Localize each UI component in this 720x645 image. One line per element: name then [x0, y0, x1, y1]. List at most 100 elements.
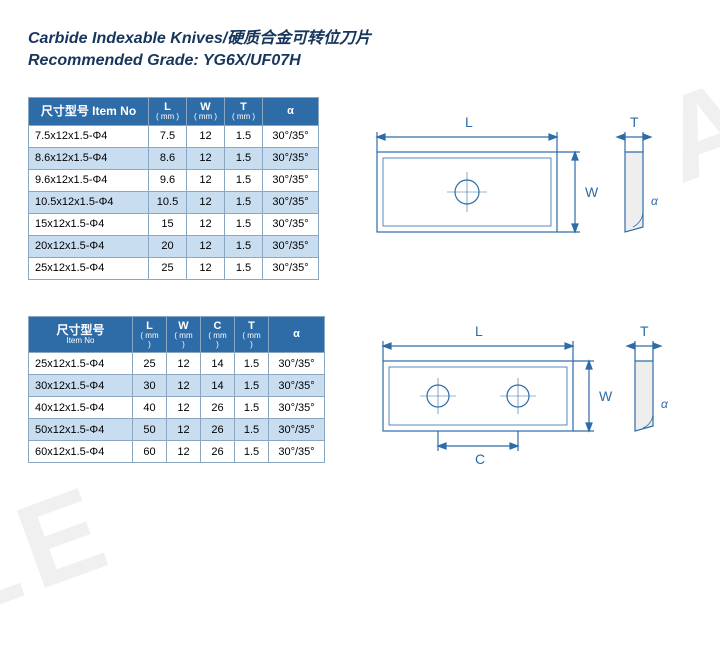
svg-text:W: W — [599, 388, 613, 404]
col-header: T( mm ) — [225, 97, 263, 125]
svg-text:L: L — [475, 323, 483, 339]
cell: 30x12x1.5-Φ4 — [29, 375, 133, 397]
svg-text:W: W — [585, 184, 599, 200]
cell: 50x12x1.5-Φ4 — [29, 419, 133, 441]
table-row: 25x12x1.5-Φ42512141.530°/35° — [29, 353, 325, 375]
cell: 1.5 — [225, 257, 263, 279]
cell: 9.6 — [149, 169, 187, 191]
cell: 26 — [201, 397, 235, 419]
cell: 30°/35° — [263, 191, 319, 213]
cell: 1.5 — [235, 441, 269, 463]
table-row: 15x12x1.5-Φ415121.530°/35° — [29, 213, 319, 235]
cell: 40 — [133, 397, 167, 419]
cell: 25 — [149, 257, 187, 279]
col-header: 尺寸型号 Item No — [29, 97, 149, 125]
title-line1: Carbide Indexable Knives/硬质合金可转位刀片 — [28, 28, 700, 50]
table-row: 25x12x1.5-Φ425121.530°/35° — [29, 257, 319, 279]
svg-text:C: C — [475, 451, 485, 467]
cell: 12 — [187, 169, 225, 191]
cell: 30°/35° — [269, 397, 325, 419]
cell: 1.5 — [235, 353, 269, 375]
table-row: 40x12x1.5-Φ44012261.530°/35° — [29, 397, 325, 419]
cell: 20x12x1.5-Φ4 — [29, 235, 149, 257]
cell: 15 — [149, 213, 187, 235]
cell: 12 — [167, 441, 201, 463]
table-row: 30x12x1.5-Φ43012141.530°/35° — [29, 375, 325, 397]
svg-text:α: α — [651, 194, 659, 208]
cell: 30°/35° — [269, 353, 325, 375]
cell: 12 — [167, 397, 201, 419]
table-row: 9.6x12x1.5-Φ49.6121.530°/35° — [29, 169, 319, 191]
cell: 1.5 — [235, 397, 269, 419]
cell: 12 — [187, 147, 225, 169]
cell: 1.5 — [225, 213, 263, 235]
cell: 12 — [187, 257, 225, 279]
col-header: α — [269, 316, 325, 353]
cell: 30°/35° — [263, 169, 319, 191]
cell: 12 — [167, 375, 201, 397]
cell: 12 — [167, 353, 201, 375]
cell: 9.6x12x1.5-Φ4 — [29, 169, 149, 191]
cell: 8.6 — [149, 147, 187, 169]
cell: 1.5 — [225, 147, 263, 169]
svg-text:T: T — [640, 323, 649, 339]
col-header: α — [263, 97, 319, 125]
table-row: 10.5x12x1.5-Φ410.5121.530°/35° — [29, 191, 319, 213]
cell: 12 — [187, 191, 225, 213]
cell: 30°/35° — [269, 375, 325, 397]
spec-table-1: 尺寸型号 Item NoL( mm )W( mm )T( mm )α 7.5x12… — [28, 97, 319, 280]
cell: 40x12x1.5-Φ4 — [29, 397, 133, 419]
cell: 14 — [201, 353, 235, 375]
cell: 20 — [149, 235, 187, 257]
cell: 1.5 — [235, 419, 269, 441]
svg-text:α: α — [661, 397, 669, 411]
cell: 12 — [187, 213, 225, 235]
cell: 8.6x12x1.5-Φ4 — [29, 147, 149, 169]
cell: 30°/35° — [263, 147, 319, 169]
cell: 60x12x1.5-Φ4 — [29, 441, 133, 463]
table-row: 8.6x12x1.5-Φ48.6121.530°/35° — [29, 147, 319, 169]
cell: 12 — [187, 125, 225, 147]
cell: 7.5x12x1.5-Φ4 — [29, 125, 149, 147]
table-row: 20x12x1.5-Φ420121.530°/35° — [29, 235, 319, 257]
page-title: Carbide Indexable Knives/硬质合金可转位刀片 Recom… — [28, 28, 700, 73]
section-2: 尺寸型号Item NoL( mm )W( mm )C( mm )T( mm )α… — [28, 316, 700, 476]
col-header: W( mm ) — [187, 97, 225, 125]
cell: 26 — [201, 441, 235, 463]
cell: 1.5 — [225, 125, 263, 147]
cell: 1.5 — [225, 235, 263, 257]
table-row: 50x12x1.5-Φ45012261.530°/35° — [29, 419, 325, 441]
cell: 26 — [201, 419, 235, 441]
cell: 14 — [201, 375, 235, 397]
cell: 30°/35° — [269, 419, 325, 441]
cell: 30°/35° — [263, 235, 319, 257]
diagram-2: L W C T α — [353, 316, 700, 476]
spec-table-2: 尺寸型号Item NoL( mm )W( mm )C( mm )T( mm )α… — [28, 316, 325, 464]
section-1: 尺寸型号 Item NoL( mm )W( mm )T( mm )α7.5x12… — [28, 97, 700, 280]
cell: 1.5 — [235, 375, 269, 397]
cell: 10.5 — [149, 191, 187, 213]
cell: 25 — [133, 353, 167, 375]
col-header: C( mm ) — [201, 316, 235, 353]
cell: 10.5x12x1.5-Φ4 — [29, 191, 149, 213]
diagram-1: L W T α — [347, 97, 700, 267]
cell: 30°/35° — [269, 441, 325, 463]
col-header: L( mm ) — [133, 316, 167, 353]
cell: 30°/35° — [263, 213, 319, 235]
cell: 1.5 — [225, 191, 263, 213]
cell: 25x12x1.5-Φ4 — [29, 257, 149, 279]
cell: 12 — [167, 419, 201, 441]
cell: 1.5 — [225, 169, 263, 191]
col-header: L( mm ) — [149, 97, 187, 125]
cell: 50 — [133, 419, 167, 441]
cell: 25x12x1.5-Φ4 — [29, 353, 133, 375]
title-line2: Recommended Grade: YG6X/UF07H — [28, 50, 700, 72]
cell: 15x12x1.5-Φ4 — [29, 213, 149, 235]
col-header: T( mm ) — [235, 316, 269, 353]
svg-text:L: L — [465, 114, 473, 130]
cell: 7.5 — [149, 125, 187, 147]
cell: 30°/35° — [263, 257, 319, 279]
table-row: 60x12x1.5-Φ46012261.530°/35° — [29, 441, 325, 463]
cell: 12 — [187, 235, 225, 257]
svg-text:T: T — [630, 114, 639, 130]
